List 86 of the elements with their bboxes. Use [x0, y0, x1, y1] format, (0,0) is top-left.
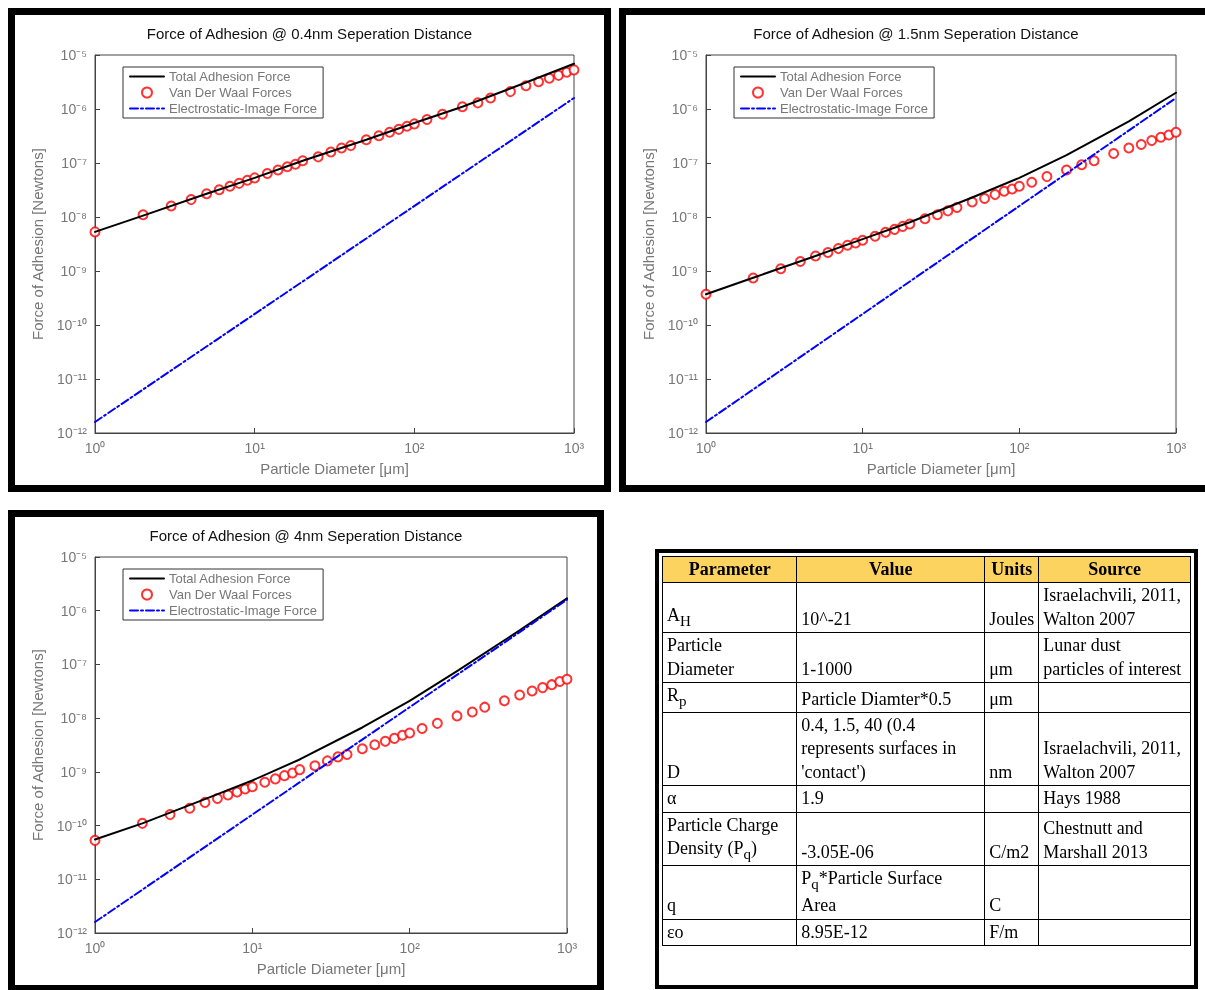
y-tick-label: 10⁻⁷ [672, 155, 698, 171]
text: Particle Charge Density (P$_{q}$) [667, 814, 779, 862]
text: Israelachvili, 2011, Walton 2007 [1043, 738, 1181, 782]
text: nm [989, 761, 1013, 782]
x-tick-label: 10⁰ [84, 440, 106, 456]
y-axis-title: Force of Adhesion [Newtons] [29, 649, 46, 841]
text: Hays 1988 [1043, 788, 1121, 809]
text: 1.9 [801, 788, 824, 809]
y-tick-label: 10⁻⁸ [60, 710, 88, 727]
y-tick-label: 10⁻⁷ [61, 656, 87, 673]
x-tick-label: 10¹ [242, 940, 263, 956]
y-tick-label: 10⁻¹⁰ [56, 317, 87, 333]
category-label: Value [796, 556, 985, 583]
y-axis-title: Force of Adhesion [Newtons] [640, 148, 657, 340]
category-label: Units [984, 556, 1039, 583]
y-tick-label: 10⁻¹¹ [668, 371, 699, 387]
text: 10^-21 [801, 608, 852, 629]
y-axis-title: Force of Adhesion [Newtons] [29, 148, 46, 340]
legend-label: Electrostatic-Image Force [780, 101, 929, 116]
legend-label: Van Der Waal Forces [169, 587, 293, 602]
x-tick-label: 10¹ [852, 440, 874, 456]
text: 1-1000 [801, 658, 853, 679]
x-tick-label: 10⁰ [695, 440, 717, 456]
text: μm [989, 658, 1013, 679]
y-tick-label: 10⁻⁵ [60, 549, 87, 565]
text: 8.95E-12 [801, 921, 868, 942]
x-tick-label: 10⁰ [84, 940, 106, 956]
legend-label: Van Der Waal Forces [169, 85, 293, 100]
text: α [667, 788, 677, 809]
text: Particle Diamter*0.5 [801, 688, 952, 709]
text: P$_{q}$*Particle Surface Area [801, 868, 943, 916]
y-tick-label: 10⁻⁹ [60, 263, 87, 279]
legend-label: Van Der Waal Forces [780, 85, 904, 100]
text: -3.05E-06 [801, 841, 874, 862]
legend-label: Electrostatic-Image Force [169, 101, 318, 116]
category-label: Parameter [662, 556, 797, 583]
x-axis-title: Particle Diameter [μm] [260, 460, 409, 477]
text: F/m [989, 921, 1019, 942]
text: Particle Diameter [667, 635, 734, 679]
text: A$_{H}$ [667, 605, 691, 629]
y-tick-label: 10⁻⁶ [671, 101, 698, 117]
text: D [667, 761, 680, 782]
y-tick-label: 10⁻⁹ [671, 263, 698, 279]
chart-title: Force of Adhesion @ 4nm Seperation Distance [149, 527, 463, 544]
y-tick-label: 10⁻⁷ [61, 155, 87, 171]
category-label: Source [1038, 556, 1191, 583]
legend-label: Electrostatic-Image Force [169, 603, 318, 618]
chart-title: Force of Adhesion @ 0.4nm Seperation Distance [146, 25, 473, 42]
text: μm [989, 688, 1013, 709]
text: Chestnutt and Marshall 2013 [1043, 818, 1148, 862]
x-tick-label: 10³ [1165, 440, 1187, 456]
y-tick-label: 10⁻⁸ [60, 209, 88, 225]
y-tick-label: 10⁻⁶ [60, 101, 87, 117]
x-tick-label: 10² [399, 940, 421, 956]
x-tick-label: 10² [1009, 440, 1030, 456]
legend-label: Total Adhesion Force [780, 69, 902, 84]
text: q [667, 895, 676, 916]
text: Israelachvili, 2011, Walton 2007 [1043, 585, 1181, 629]
y-tick-label: 10⁻⁵ [671, 47, 698, 63]
text: Lunar dust particles of interest [1043, 635, 1182, 679]
y-tick-label: 10⁻⁹ [60, 763, 87, 780]
text: 0.4, 1.5, 40 (0.4 represents surfaces in 'contact') [801, 715, 957, 782]
x-tick-label: 10¹ [244, 440, 266, 456]
text: R$_{p}$ [667, 684, 687, 709]
y-tick-label: 10⁻⁵ [60, 47, 87, 63]
y-tick-label: 10⁻⁸ [671, 209, 699, 225]
y-tick-label: 10⁻¹² [57, 425, 88, 441]
x-axis-title: Particle Diameter [μm] [866, 460, 1016, 477]
text: C/m2 [989, 841, 1030, 862]
x-tick-label: 10² [404, 440, 425, 456]
x-tick-label: 10³ [563, 440, 585, 456]
y-tick-label: 10⁻¹¹ [57, 371, 88, 387]
y-tick-label: 10⁻¹⁰ [667, 317, 698, 333]
chart-title: Force of Adhesion @ 1.5nm Seperation Distance [753, 25, 1079, 42]
text: Joules [989, 608, 1035, 629]
y-tick-label: 10⁻⁶ [60, 602, 87, 619]
legend-label: Total Adhesion Force [169, 571, 291, 586]
y-tick-label: 10⁻¹⁰ [56, 817, 87, 834]
x-tick-label: 10³ [556, 940, 578, 956]
text: C [989, 895, 1002, 916]
y-tick-label: 10⁻¹² [668, 425, 699, 441]
x-axis-title: Particle Diameter [μm] [256, 960, 406, 977]
legend-label: Total Adhesion Force [169, 69, 291, 84]
y-tick-label: 10⁻¹² [57, 925, 88, 941]
y-tick-label: 10⁻¹¹ [57, 871, 88, 888]
text: εo [667, 921, 684, 942]
